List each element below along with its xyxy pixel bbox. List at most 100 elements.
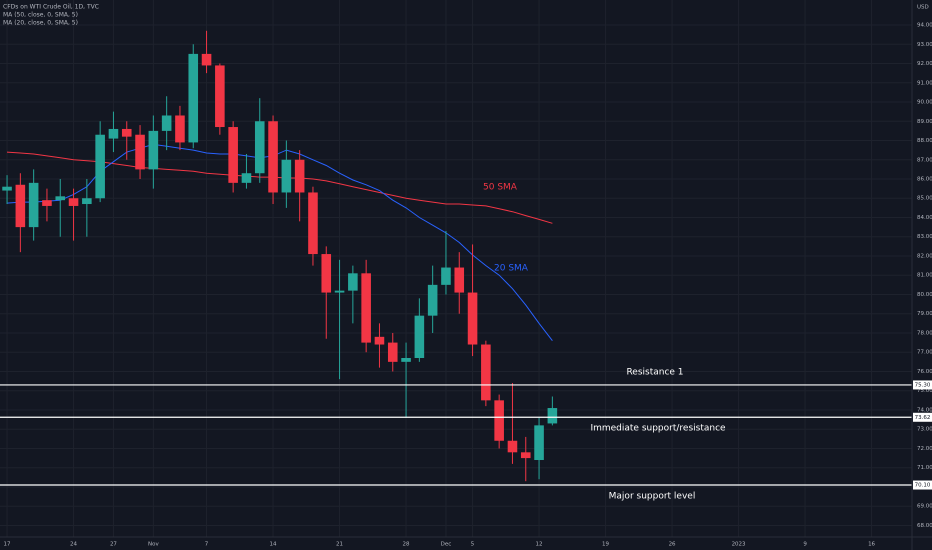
candle-body <box>268 121 278 193</box>
candle-body <box>454 267 465 293</box>
candle-body <box>321 254 332 293</box>
candle-body <box>427 284 438 316</box>
candle-body <box>547 408 558 424</box>
candle-body <box>241 173 252 183</box>
y-axis-label: USD <box>917 5 929 11</box>
candle-body <box>308 192 318 255</box>
y-tick-label: 91.00 <box>917 80 932 86</box>
y-tick-label: 77.00 <box>917 350 932 356</box>
y-tick-label: 68.00 <box>917 523 932 529</box>
candle-body <box>481 344 491 401</box>
candle-body <box>494 400 504 441</box>
x-tick-label: 24 <box>70 542 77 548</box>
candle-body <box>215 65 225 128</box>
level-label: 73.62 <box>915 415 931 421</box>
grid <box>0 0 912 537</box>
x-tick-label: 12 <box>536 542 543 548</box>
y-tick-label: 78.00 <box>917 330 932 336</box>
candle-body <box>414 315 425 358</box>
candle-body <box>294 159 305 193</box>
x-tick-label: Nov <box>148 542 159 548</box>
annotation: Immediate support/resistance <box>590 424 726 434</box>
chart-title: CFDs on WTI Crude Oil, 1D, TVC <box>3 4 99 11</box>
axes: 68.0069.0070.0071.0072.0073.0074.0075.00… <box>4 23 932 548</box>
candle-body <box>108 128 119 139</box>
candle-body <box>28 182 39 228</box>
x-tick-label: 9 <box>803 542 807 548</box>
level-label: 75.30 <box>915 382 931 388</box>
x-tick-label: 7 <box>205 542 209 548</box>
level-label-box <box>913 412 932 422</box>
annotation: 50 SMA <box>483 183 518 193</box>
candle-body <box>175 115 185 143</box>
level-label-box <box>913 380 932 390</box>
candle-body <box>135 134 145 170</box>
candle-body <box>374 336 385 345</box>
annotation: Resistance 1 <box>626 368 683 378</box>
x-tick-label: 2023 <box>732 542 746 548</box>
y-tick-label: 84.00 <box>917 215 932 221</box>
candle-body <box>334 290 345 293</box>
x-tick-label: 5 <box>471 542 475 548</box>
y-tick-label: 89.00 <box>917 119 932 125</box>
candle-body <box>121 128 132 137</box>
candle-body <box>68 198 79 206</box>
y-tick-label: 71.00 <box>917 465 932 471</box>
candle-body <box>348 273 358 291</box>
candle-body <box>95 134 105 199</box>
candle-body <box>228 127 238 183</box>
candle-body <box>441 267 451 285</box>
candle-body <box>507 440 518 453</box>
y-tick-label: 72.00 <box>917 446 932 452</box>
candle-body <box>148 130 159 170</box>
y-tick-label: 69.00 <box>917 504 932 510</box>
y-tick-label: 80.00 <box>917 292 932 298</box>
y-tick-label: 86.00 <box>917 177 932 183</box>
candle-body <box>161 115 172 131</box>
x-tick-label: 21 <box>336 542 343 548</box>
candle-body <box>201 53 212 66</box>
y-tick-label: 81.00 <box>917 273 932 279</box>
candle-body <box>254 121 265 174</box>
candle-body <box>55 196 66 201</box>
y-tick-label: 93.00 <box>917 42 932 48</box>
level-label: 70.10 <box>915 483 931 489</box>
y-tick-label: 94.00 <box>917 23 932 29</box>
x-tick-label: 28 <box>403 542 410 548</box>
x-tick-label: 19 <box>602 542 609 548</box>
legend-entry: MA (20, close, 0, SMA, 5) <box>3 20 78 27</box>
candle-body <box>82 198 92 205</box>
x-tick-label: Dec <box>441 542 452 548</box>
y-tick-label: 88.00 <box>917 138 932 144</box>
y-tick-label: 74.00 <box>917 407 932 413</box>
candle-body <box>361 273 371 343</box>
x-tick-label: 27 <box>110 542 117 548</box>
candle-body <box>188 53 199 143</box>
x-tick-label: 16 <box>868 542 875 548</box>
y-tick-label: 79.00 <box>917 311 932 317</box>
x-tick-label: 26 <box>669 542 676 548</box>
candle-body <box>281 159 292 193</box>
y-tick-label: 82.00 <box>917 253 932 259</box>
level-label-box <box>913 480 932 490</box>
candle-body <box>387 342 398 362</box>
y-tick-label: 83.00 <box>917 234 932 240</box>
candle-body <box>15 184 26 228</box>
candle-body <box>467 292 478 345</box>
x-tick-label: 17 <box>4 542 11 548</box>
y-tick-label: 75.00 <box>917 388 932 394</box>
annotation: Major support level <box>609 492 696 502</box>
y-tick-label: 85.00 <box>917 196 932 202</box>
y-tick-label: 92.00 <box>917 61 932 67</box>
y-tick-label: 90.00 <box>917 100 932 106</box>
legend-entry: MA (50, close, 0, SMA, 5) <box>3 12 78 19</box>
y-tick-label: 87.00 <box>917 157 932 163</box>
annotation: 20 SMA <box>494 264 529 274</box>
y-tick-label: 73.00 <box>917 427 932 433</box>
candle-body <box>42 200 52 206</box>
candle-body <box>2 186 12 191</box>
y-tick-label: 76.00 <box>917 369 932 375</box>
candle-body <box>401 358 411 362</box>
